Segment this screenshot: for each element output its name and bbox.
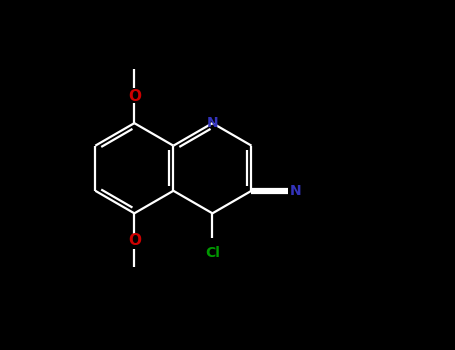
Text: N: N <box>207 116 218 130</box>
Text: Cl: Cl <box>205 246 220 260</box>
Text: N: N <box>290 184 302 198</box>
Text: O: O <box>128 89 141 104</box>
Text: O: O <box>128 233 141 248</box>
